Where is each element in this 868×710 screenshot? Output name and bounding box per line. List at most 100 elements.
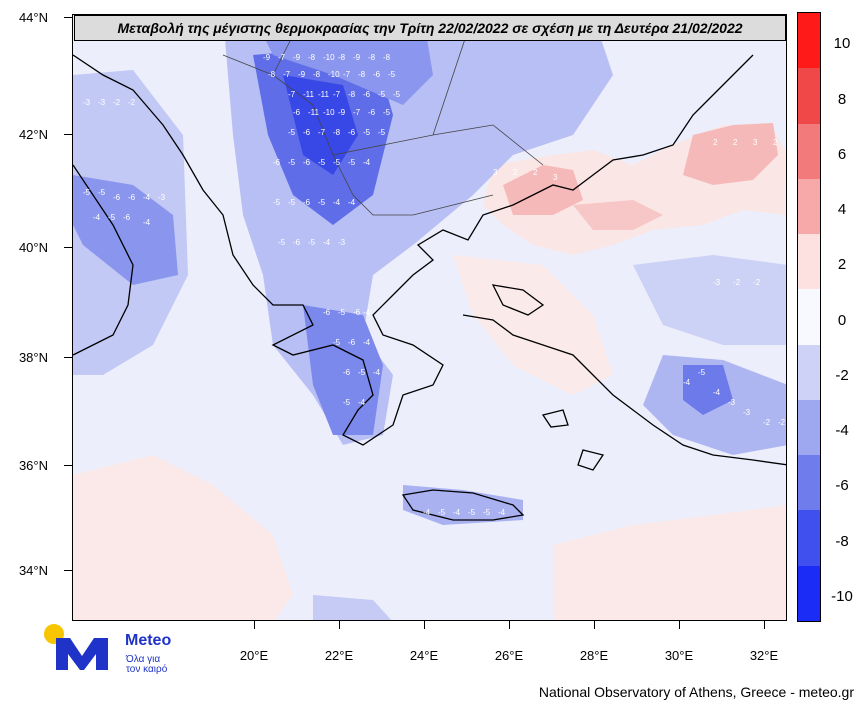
warm-region-libya — [73, 455, 293, 620]
map-value-label: -8 — [358, 70, 366, 79]
map-value-label: -2 — [113, 98, 121, 107]
map-value-label: 2 — [533, 168, 538, 177]
map-value-label: -6 — [368, 108, 376, 117]
legend-label: -6 — [835, 477, 849, 495]
map-value-label: -9 — [293, 53, 301, 62]
map-value-label: -5 — [343, 398, 351, 407]
map-value-label: -5 — [358, 368, 366, 377]
map-value-label: -10 — [323, 53, 335, 62]
map-value-label: -6 — [123, 213, 131, 222]
map-value-label: -8 — [313, 70, 321, 79]
logo-tagline: Όλα για τον καιρό — [126, 655, 186, 675]
legend-label: 0 — [837, 311, 847, 329]
map-value-label: 2 — [713, 138, 718, 147]
legend-label: 6 — [837, 145, 847, 163]
map-value-label: -5 — [393, 90, 401, 99]
map-value-label: 2 — [513, 168, 518, 177]
map-value-label: -9 — [263, 53, 271, 62]
legend-label: 10 — [833, 35, 851, 53]
map-value-label: -6 — [303, 128, 311, 137]
map-value-label: -5 — [468, 508, 476, 517]
legend-swatch — [798, 510, 820, 567]
map-value-label: -5 — [363, 128, 371, 137]
map-value-label: -5 — [383, 108, 391, 117]
map-value-label: -5 — [288, 128, 296, 137]
map-value-label: -5 — [318, 198, 326, 207]
map-value-label: -5 — [388, 70, 396, 79]
legend-label: -10 — [831, 588, 853, 605]
logo-name: Meteo — [125, 632, 172, 649]
warm-spot-blacksea — [683, 123, 778, 185]
map-value-label: -6 — [323, 308, 331, 317]
map-value-label: -4 — [373, 368, 381, 377]
warm-spot-marmara — [573, 200, 663, 230]
map-value-label: -5 — [338, 308, 346, 317]
y-tick-42: 42°N — [18, 127, 48, 142]
map-value-label: -6 — [128, 193, 136, 202]
x-tick-20: 20°E — [239, 648, 269, 663]
map-value-label: -3 — [743, 408, 751, 417]
map-value-label: -2 — [763, 418, 771, 427]
x-tick-mark — [509, 621, 510, 629]
map-value-label: -8 — [368, 53, 376, 62]
map-value-label: -5 — [378, 128, 386, 137]
map-value-label: -11 — [303, 90, 315, 99]
map-value-label: -8 — [383, 53, 391, 62]
cold-core-peloponnese — [303, 305, 383, 435]
map-value-label: -8 — [338, 53, 346, 62]
map-value-label: -4 — [358, 398, 366, 407]
meteo-logo-icon — [44, 624, 108, 670]
y-tick-mark — [64, 465, 72, 466]
x-tick-30: 30°E — [664, 648, 694, 663]
map-value-label: -6 — [293, 238, 301, 247]
logo-tagline-line2: τον καιρό — [126, 664, 168, 675]
legend-swatch — [798, 234, 820, 290]
map-value-label: -4 — [498, 508, 506, 517]
y-tick-mark — [64, 570, 72, 571]
map-value-label: -5 — [288, 158, 296, 167]
legend-swatch — [798, 455, 820, 511]
map-value-label: 3 — [553, 173, 558, 182]
legend-swatch — [798, 289, 820, 346]
y-tick-34: 34°N — [18, 563, 48, 578]
map-value-label: -11 — [318, 90, 330, 99]
x-tick-28: 28°E — [579, 648, 609, 663]
map-value-label: -4 — [143, 218, 151, 227]
map-area: -9 -7 -9 -8 -10 -8 -9 -8 -8 -8 -7 -9 -8 -10 -7 -8 -6 -5 -7… — [72, 14, 787, 621]
y-tick-mark — [64, 357, 72, 358]
y-tick-40: 40°N — [18, 240, 48, 255]
x-tick-mark — [764, 621, 765, 629]
map-value-label: -2 — [128, 98, 136, 107]
cold-region-anatolia — [633, 255, 786, 345]
temperature-map: -9 -7 -9 -8 -10 -8 -9 -8 -8-8 -7 -9 -8 -10 -7 -8 -6 -5-7… — [73, 15, 786, 620]
map-value-label: -4 — [713, 388, 721, 397]
logo-tagline-line1: Όλα για — [126, 654, 161, 665]
map-value-label: -4 — [143, 193, 151, 202]
y-tick-mark — [64, 17, 72, 18]
warm-region-egypt — [553, 505, 786, 620]
legend-swatch — [798, 123, 820, 180]
map-value-label: -5 — [438, 508, 446, 517]
map-value-label: 3 — [493, 168, 498, 177]
map-value-label: -5 — [273, 198, 281, 207]
map-value-label: -6 — [343, 368, 351, 377]
cold-core-taurus — [683, 365, 733, 415]
x-tick-mark — [679, 621, 680, 629]
legend-swatch — [798, 13, 820, 69]
map-value-label: -5 — [108, 213, 116, 222]
map-value-label: -10 — [328, 70, 340, 79]
legend-swatch — [798, 399, 820, 456]
map-value-label: -6 — [293, 108, 301, 117]
map-value-label: -5 — [278, 238, 286, 247]
map-title: Μεταβολή της μέγιστης θερμοκρασίας την Τ… — [74, 15, 786, 41]
legend-swatch — [798, 565, 820, 622]
legend-swatch — [798, 344, 820, 401]
map-value-label: -7 — [333, 90, 341, 99]
map-value-label: -11 — [308, 108, 320, 117]
map-value-label: -4 — [453, 508, 461, 517]
map-value-label: -9 — [338, 108, 346, 117]
map-value-label: -8 — [268, 70, 276, 79]
legend-swatch — [798, 178, 820, 235]
cold-peak-macedonia — [283, 75, 358, 175]
map-value-label: -5 — [348, 158, 356, 167]
